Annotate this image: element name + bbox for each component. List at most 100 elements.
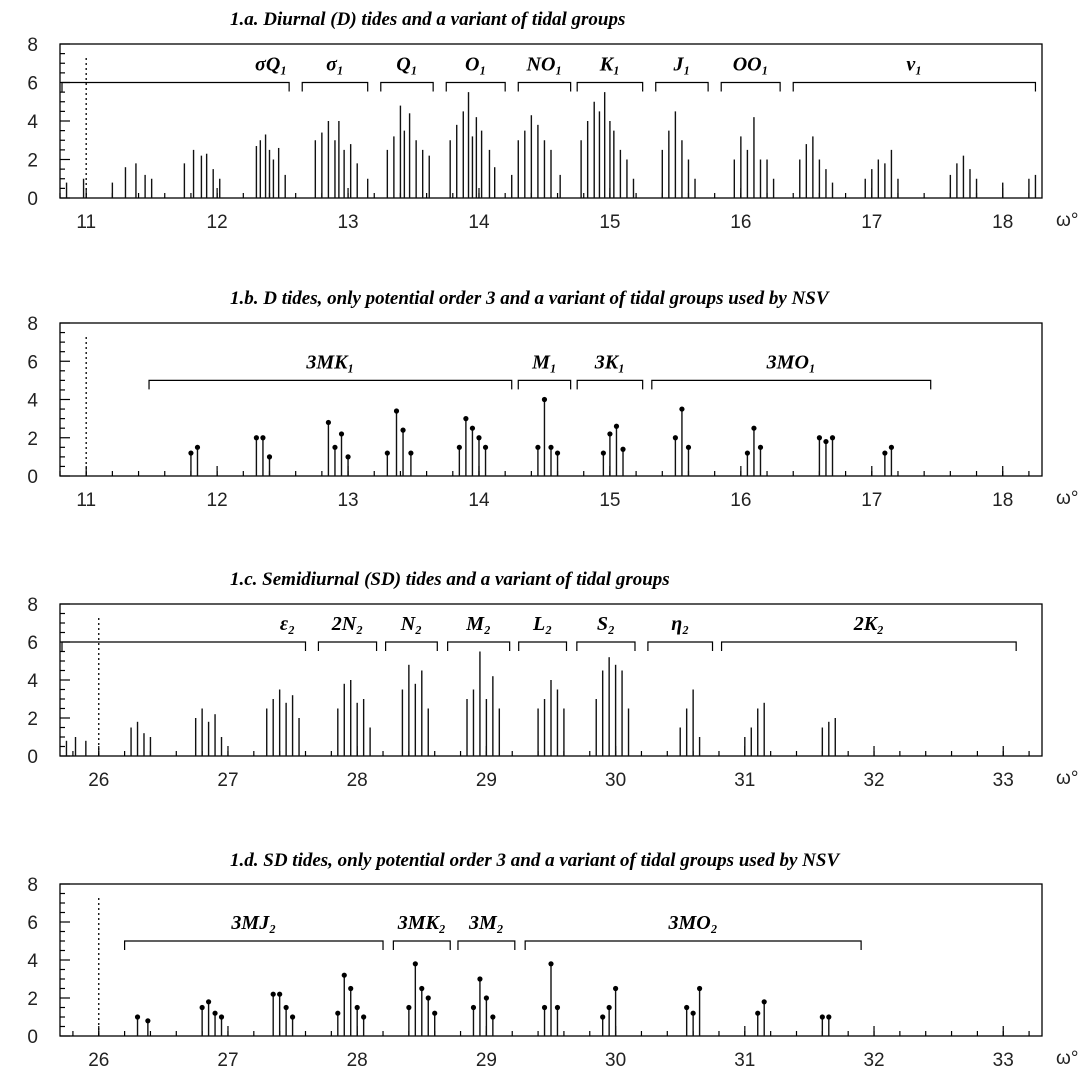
- y-tick-label: 2: [27, 989, 38, 1010]
- y-tick-label: 0: [27, 467, 38, 488]
- group-label: σ₁: [326, 54, 344, 76]
- x-tick-label: 12: [207, 212, 228, 233]
- data-marker: [218, 1014, 225, 1020]
- y-tick-label: 0: [27, 1027, 38, 1048]
- data-marker: [277, 991, 283, 997]
- group-bracket: [647, 641, 714, 651]
- data-marker: [188, 450, 194, 456]
- panel-1a: 1.a. Diurnal (D) tides and a variant of …: [0, 0, 1083, 268]
- data-marker: [341, 972, 347, 978]
- group-label: 3MO₁: [766, 351, 816, 373]
- panel-1c: 1.c. Semidiurnal (SD) tides and a varian…: [0, 536, 1083, 804]
- data-marker: [354, 1004, 360, 1011]
- y-tick-label: 0: [27, 747, 38, 768]
- group-label: ε₂: [280, 613, 295, 635]
- x-tick-label: 16: [730, 212, 751, 233]
- data-marker: [548, 444, 554, 450]
- y-tick-label: 2: [27, 709, 38, 730]
- x-tick-label: 11: [76, 490, 96, 511]
- data-marker: [361, 1014, 367, 1020]
- x-tick-label: 11: [76, 212, 96, 233]
- y-tick-label: 8: [27, 875, 38, 896]
- panel-1b: 1.b. D tides, only potential order 3 and…: [0, 268, 1083, 536]
- data-marker: [882, 450, 888, 456]
- group-label: NO₁: [526, 54, 563, 76]
- y-tick-label: 2: [27, 151, 38, 172]
- y-tick-label: 4: [27, 671, 38, 692]
- x-tick-label: 17: [861, 490, 882, 511]
- data-marker: [613, 985, 619, 992]
- data-marker: [535, 444, 541, 450]
- group-bracket: [517, 81, 572, 92]
- data-marker: [672, 435, 678, 441]
- panel-1d: 1.d. SD tides, only potential order 3 an…: [0, 804, 1083, 1072]
- data-marker: [600, 1014, 606, 1020]
- group-label: M₂: [465, 613, 491, 635]
- group-bracket: [301, 81, 369, 92]
- group-label: 3MK₁: [305, 351, 354, 373]
- group-label: 2K₂: [853, 613, 884, 635]
- data-marker: [212, 1010, 218, 1016]
- data-marker: [470, 1004, 477, 1011]
- data-marker: [690, 1010, 696, 1016]
- group-label: 3MJ₂: [230, 912, 276, 934]
- group-label: ν₁: [906, 54, 922, 76]
- group-label: K₁: [599, 54, 620, 76]
- group-bracket: [720, 81, 781, 92]
- group-bracket: [61, 641, 307, 651]
- chart-1a-svg: 1.a. Diurnal (D) tides and a variant of …: [27, 9, 1078, 233]
- group-label: 3MO₂: [668, 912, 718, 934]
- y-tick-label: 2: [27, 429, 38, 450]
- chart-title: 1.c. Semidiurnal (SD) tides and a varian…: [230, 569, 670, 590]
- data-marker: [819, 1014, 825, 1020]
- group-bracket: [524, 940, 862, 950]
- x-tick-label: 12: [207, 490, 228, 511]
- group-bracket: [61, 81, 290, 92]
- x-tick-label: 33: [993, 770, 1014, 791]
- x-tick-label: 26: [88, 1050, 109, 1071]
- data-marker: [408, 450, 414, 456]
- y-tick-label: 6: [27, 352, 38, 373]
- group-bracket: [517, 379, 572, 390]
- x-tick-label: 32: [863, 1050, 884, 1071]
- data-marker: [335, 1010, 341, 1016]
- data-marker: [554, 1004, 561, 1011]
- data-marker: [606, 1004, 612, 1011]
- data-marker: [826, 1014, 832, 1020]
- x-tick-label: 27: [217, 770, 238, 791]
- data-marker: [384, 450, 390, 456]
- data-marker: [270, 991, 276, 997]
- data-marker: [332, 444, 338, 450]
- x-tick-label: 27: [217, 1050, 238, 1071]
- x-tick-label: 31: [734, 1050, 755, 1071]
- data-marker: [456, 444, 462, 450]
- data-marker: [823, 438, 829, 445]
- data-marker: [400, 427, 406, 433]
- y-tick-label: 4: [27, 951, 38, 972]
- y-tick-label: 8: [27, 35, 38, 56]
- group-bracket: [445, 81, 506, 92]
- data-marker: [406, 1004, 412, 1011]
- x-tick-label: 14: [468, 212, 490, 233]
- data-marker: [289, 1014, 296, 1020]
- data-marker: [744, 450, 751, 456]
- y-tick-label: 6: [27, 913, 38, 934]
- x-axis-label: ω°: [1056, 768, 1078, 789]
- data-marker: [348, 985, 354, 992]
- data-marker: [283, 1004, 289, 1011]
- chart-title: 1.b. D tides, only potential order 3 and…: [230, 288, 830, 309]
- data-marker: [194, 444, 201, 450]
- data-marker: [607, 431, 613, 437]
- x-tick-label: 26: [88, 770, 109, 791]
- data-marker: [679, 406, 685, 412]
- group-bracket: [380, 81, 434, 92]
- group-bracket: [576, 641, 636, 651]
- group-label: η₂: [671, 613, 689, 635]
- x-tick-label: 31: [734, 770, 755, 791]
- data-marker: [469, 425, 476, 431]
- group-label: Q₁: [396, 54, 417, 76]
- data-marker: [482, 444, 489, 450]
- data-marker: [325, 419, 332, 426]
- chart-1c-svg: 1.c. Semidiurnal (SD) tides and a varian…: [27, 569, 1078, 791]
- x-tick-label: 30: [605, 770, 626, 791]
